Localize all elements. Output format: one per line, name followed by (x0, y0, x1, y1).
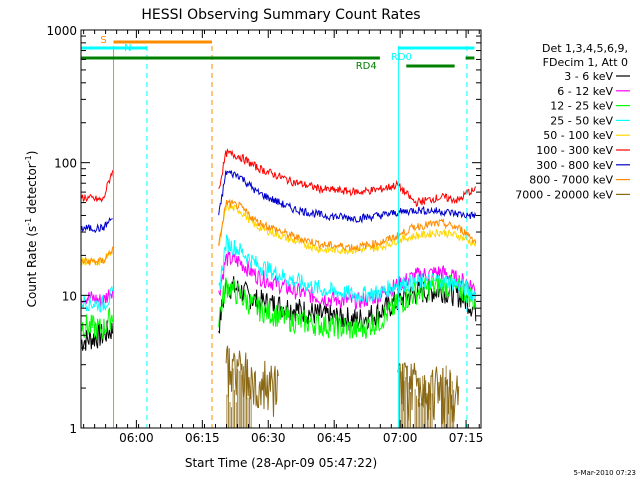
y-axis-label: Count Rate (s-1 detector-1) (24, 151, 39, 308)
x-tick-label: 07:15 (449, 431, 484, 445)
legend-entry-label: 800 - 7000 keV (529, 174, 613, 187)
high-energy-spikes (226, 365, 455, 428)
y-tick-label: 1000 (46, 24, 77, 38)
series-line-100-300-kev (80, 148, 477, 208)
series-line-300-800-kev (80, 170, 477, 234)
marker-label-rd0: RD0 (391, 52, 412, 63)
legend-header-detectors: Det 1,3,4,5,6,9, (542, 42, 628, 55)
marker-label-rd4: RD4 (356, 61, 377, 72)
legend-entry-label: 3 - 6 keV (564, 70, 613, 83)
series-line-7000-20000-kev (225, 345, 460, 425)
marker-label-n: N (124, 43, 131, 54)
y-tick-label: 10 (62, 289, 77, 303)
series-line-12-25-kev (80, 275, 477, 340)
series-line-800-7000-kev (80, 198, 477, 266)
x-tick-label: 07:00 (383, 431, 418, 445)
y-tick-label: 1 (69, 422, 77, 436)
x-tick-label: 06:45 (317, 431, 352, 445)
legend-entry-label: 50 - 100 keV (543, 129, 613, 142)
x-tick-label: 06:30 (251, 431, 286, 445)
series-line-50-100-kev (80, 202, 477, 267)
footer-timestamp: 5-Mar-2010 07:23 (574, 469, 636, 477)
x-tick-label: 06:15 (185, 431, 220, 445)
legend-entry-label: 6 - 12 keV (557, 85, 613, 98)
x-tick-label: 06:00 (119, 431, 154, 445)
legend-entry-label: 12 - 25 keV (550, 100, 613, 113)
legend-entry-label: 25 - 50 keV (550, 114, 613, 127)
legend-header-decimation: FDecim 1, Att 0 (543, 56, 628, 69)
y-tick-label: 100 (54, 157, 77, 171)
legend-entry-label: 100 - 300 keV (536, 144, 613, 157)
series-line-25-50-kev (80, 234, 477, 313)
marker-label-s: S (100, 35, 106, 46)
plot-frame (80, 29, 482, 429)
legend-entry-label: 300 - 800 keV (536, 159, 613, 172)
chart-title: HESSI Observing Summary Count Rates (141, 7, 420, 23)
x-axis-label: Start Time (28-Apr-09 05:47:22) (185, 456, 377, 470)
legend-entry-label: 7000 - 20000 keV (515, 188, 613, 201)
